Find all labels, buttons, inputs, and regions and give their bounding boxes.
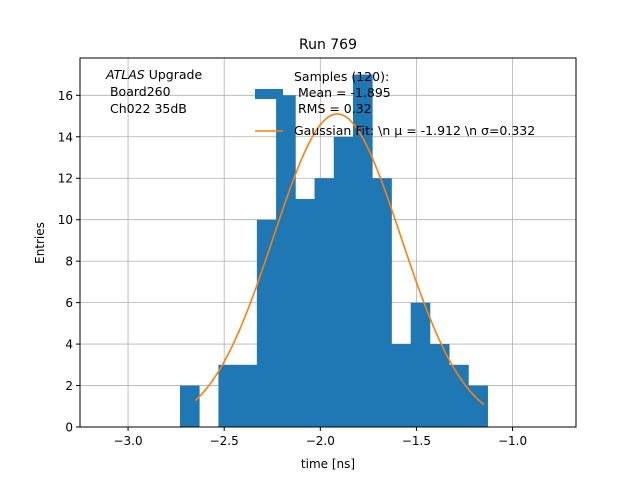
plot-frame bbox=[79, 57, 577, 428]
y-axis-label: Entries bbox=[33, 222, 47, 264]
y-tick-label: 16 bbox=[58, 89, 73, 103]
y-tick-label: 0 bbox=[65, 421, 73, 435]
histogram-bar bbox=[237, 364, 258, 427]
histogram-bar bbox=[429, 344, 450, 427]
histogram-bar bbox=[276, 95, 296, 427]
y-axis-ticks: 0 2 4 6 8 10 12 14 16 bbox=[58, 89, 80, 435]
x-axis-label: time [ns] bbox=[301, 457, 355, 471]
histogram-bar bbox=[333, 136, 354, 428]
y-tick-label: 4 bbox=[65, 338, 73, 352]
annotation-upgrade: Upgrade bbox=[145, 67, 203, 82]
histogram-bar bbox=[468, 385, 488, 427]
y-tick-label: 6 bbox=[65, 296, 73, 310]
legend: Samples (120): Mean = -1.895 RMS = 0.32 … bbox=[255, 69, 535, 138]
y-tick-label: 8 bbox=[65, 255, 73, 269]
chart-title: Run 769 bbox=[299, 37, 357, 53]
x-tick-label: −2.0 bbox=[306, 434, 335, 448]
y-tick-label: 12 bbox=[58, 172, 73, 186]
x-tick-label: −1.0 bbox=[498, 434, 527, 448]
legend-fit-label: Gaussian Fit: \n μ = -1.912 \n σ=0.332 bbox=[294, 123, 535, 138]
x-tick-label: −2.5 bbox=[210, 434, 239, 448]
y-tick-label: 10 bbox=[58, 213, 73, 227]
annotation-atlas: ATLAS bbox=[105, 67, 145, 82]
y-tick-label: 14 bbox=[58, 130, 73, 144]
annotation-line-3: Ch022 35dB bbox=[106, 101, 187, 116]
legend-hist-line-1: Samples (120): bbox=[294, 69, 389, 84]
histogram-bar bbox=[179, 385, 200, 427]
legend-hist-line-3: RMS = 0.32 bbox=[294, 101, 372, 116]
histogram-bar bbox=[449, 364, 469, 427]
x-tick-label: −1.5 bbox=[402, 434, 431, 448]
atlas-annotation: ATLAS Upgrade Board260 Ch022 35dB bbox=[105, 67, 202, 116]
x-axis-ticks: −3.0 −2.5 −2.0 −1.5 −1.0 bbox=[113, 427, 527, 448]
gaussian-fit-curve bbox=[194, 113, 485, 406]
annotation-line-1: ATLAS Upgrade bbox=[105, 67, 202, 82]
legend-hist-swatch bbox=[255, 89, 283, 99]
histogram-bar bbox=[352, 74, 373, 428]
histogram-bar bbox=[314, 178, 335, 427]
legend-hist-line-2: Mean = -1.895 bbox=[294, 85, 391, 100]
histogram-bar bbox=[391, 344, 412, 427]
histogram-bar bbox=[372, 178, 392, 427]
histogram-bar bbox=[410, 302, 431, 427]
histogram-bar bbox=[295, 198, 315, 427]
x-tick-label: −3.0 bbox=[113, 434, 142, 448]
y-tick-label: 2 bbox=[65, 379, 73, 393]
histogram-bar bbox=[218, 364, 239, 427]
annotation-line-2: Board260 bbox=[106, 84, 171, 99]
histogram-bars bbox=[179, 74, 488, 428]
histogram-bar bbox=[256, 219, 277, 427]
